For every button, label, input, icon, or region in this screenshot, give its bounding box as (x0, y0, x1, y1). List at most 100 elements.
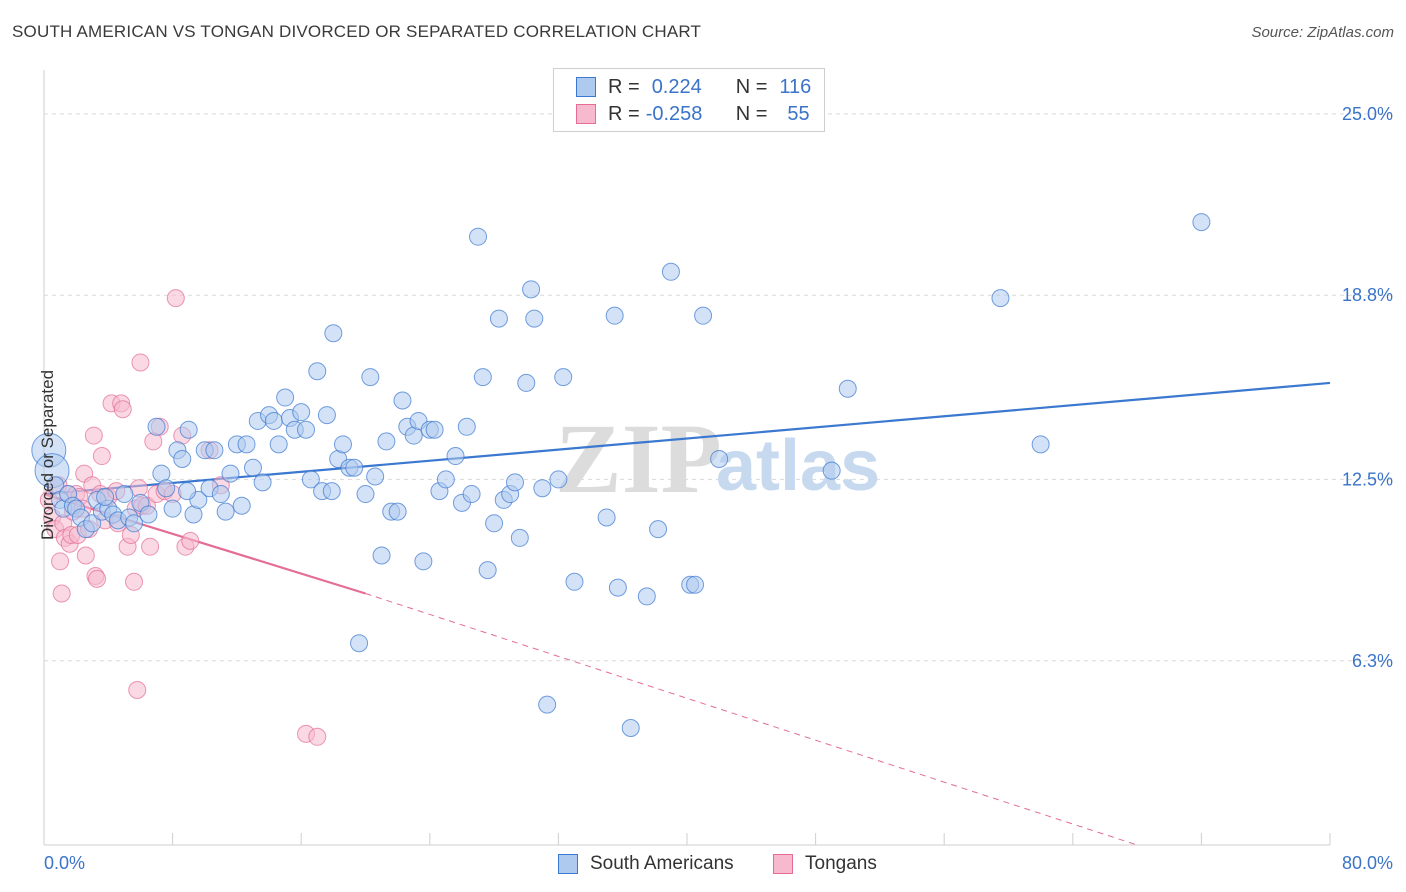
south-american-point (393, 391, 412, 410)
south-american-point (525, 309, 544, 328)
legend-label: Tongans (805, 853, 877, 874)
south-american-point (605, 306, 624, 325)
tongan-point (52, 584, 71, 603)
tongan-point (166, 289, 185, 308)
south-american-point (608, 578, 627, 597)
y-tick-label: 18.8% (1342, 285, 1393, 305)
south-american-point (243, 458, 262, 477)
south-american-point (125, 514, 144, 533)
south-american-point (221, 464, 240, 483)
south-american-point (597, 508, 616, 527)
tongan-point (76, 546, 95, 565)
tongan-point (131, 353, 150, 372)
south-american-point (478, 561, 497, 580)
south-american-point (1031, 435, 1050, 454)
south-american-point (253, 473, 272, 492)
south-american-point (83, 514, 102, 533)
tongan-point (128, 681, 147, 699)
south-american-point (173, 449, 192, 468)
south-american-point (345, 458, 364, 477)
south-american-point (147, 417, 166, 436)
tongan-point (92, 447, 111, 466)
south-american-point (538, 695, 557, 714)
south-american-point (276, 388, 295, 407)
south-american-point (710, 449, 729, 468)
south-american-point (178, 482, 197, 501)
legend-n-label: N = (735, 102, 768, 125)
legend-n-value: 55 (787, 102, 810, 125)
south-american-point (446, 447, 465, 466)
grid-lines (44, 113, 1392, 662)
south-american-point (301, 470, 320, 489)
south-american-point (485, 514, 504, 533)
legend-row-south-americans: R = 0.224 N = 116 (576, 75, 811, 99)
legend-swatch-blue (558, 854, 578, 874)
south-american-point (372, 546, 391, 565)
south-american-point (686, 575, 705, 594)
south-american-point (205, 441, 224, 460)
south-american-point (163, 499, 182, 518)
x-tick-label-max: 80.0% (1342, 853, 1393, 873)
south-american-point (425, 420, 444, 439)
south-american-point (565, 572, 584, 591)
south-american-point (694, 306, 713, 325)
south-american-point (1192, 213, 1211, 232)
tongan-point (88, 569, 107, 588)
legend-n-label: N = (735, 75, 768, 98)
legend-r-label: R = (608, 102, 640, 125)
legend-r-value: -0.258 (645, 102, 703, 125)
source-label: Source: ZipAtlas.com (1251, 24, 1394, 41)
x-tick-label-min: 0.0% (44, 853, 85, 873)
legend-row-tongans: R = -0.258 N = 55 (576, 102, 810, 126)
watermark-zip: ZIP (555, 403, 722, 514)
south-american-point (237, 435, 256, 454)
south-american-point (216, 502, 235, 521)
tongan-point (141, 537, 160, 556)
legend-swatch-pink (576, 104, 596, 124)
tongan-point (181, 531, 200, 550)
south-american-point (649, 520, 668, 539)
correlation-legend: R = 0.224 N = 116 R = -0.258 N = 55 (553, 68, 825, 132)
south-american-point (469, 227, 488, 246)
south-american-point (462, 485, 481, 504)
south-american-point (264, 411, 283, 430)
south-american-point (838, 379, 857, 398)
legend-item-south-americans: South Americans (558, 852, 734, 876)
tongan-point (113, 400, 132, 419)
south-american-point (517, 373, 536, 392)
south-american-point (522, 280, 541, 299)
south-american-point (269, 435, 288, 454)
chart-title: SOUTH AMERICAN VS TONGAN DIVORCED OR SEP… (12, 22, 702, 41)
south-american-point (637, 587, 656, 606)
south-american-point (361, 368, 380, 387)
south-american-point (317, 406, 336, 425)
legend-r-value: 0.224 (651, 75, 702, 98)
tongans-trend-line-extension (365, 593, 1138, 846)
south-american-point (661, 262, 680, 281)
legend-swatch-blue (576, 77, 596, 97)
south-americans-points (31, 213, 1211, 738)
tongan-point (84, 426, 103, 445)
south-american-point (179, 420, 198, 439)
south-american-point (388, 502, 407, 521)
tongan-point (51, 552, 70, 571)
y-tick-label: 12.5% (1342, 469, 1393, 489)
tick-labels: 6.3% 12.5% 18.8% 25.0% 0.0% 80.0% (44, 104, 1393, 873)
south-american-point (457, 417, 476, 436)
south-american-point (505, 473, 524, 492)
south-american-point (115, 485, 134, 504)
south-american-point (991, 289, 1010, 308)
south-american-point (533, 479, 552, 498)
south-american-point (554, 368, 573, 387)
south-american-point (621, 719, 640, 738)
south-american-point (297, 420, 316, 439)
south-american-point (436, 470, 455, 489)
south-american-point (308, 362, 327, 381)
south-american-point (549, 470, 568, 489)
watermark-atlas: atlas (716, 426, 880, 506)
legend-r-label: R = (608, 75, 640, 98)
legend-n-value: 116 (779, 75, 812, 98)
south-american-point (489, 309, 508, 328)
south-american-point (377, 432, 396, 451)
